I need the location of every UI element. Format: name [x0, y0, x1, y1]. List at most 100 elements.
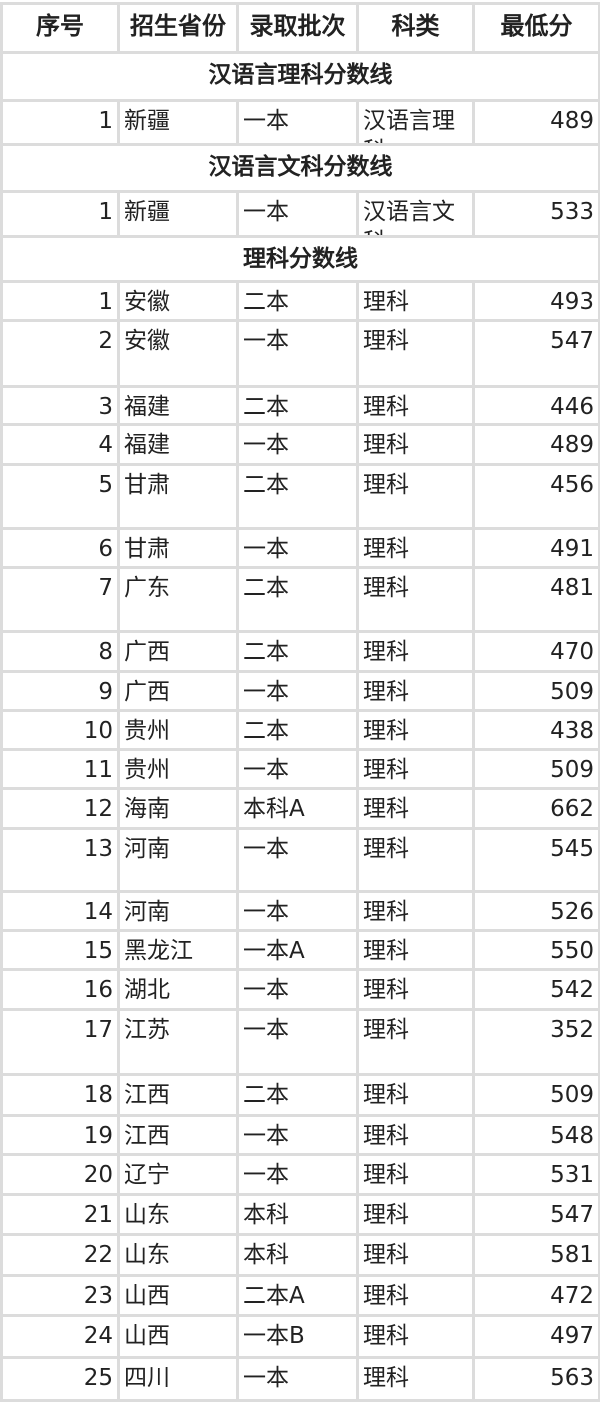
province-cell[interactable]: 江西: [117, 1073, 239, 1117]
batch-cell[interactable]: 二本: [236, 280, 359, 322]
header-batch[interactable]: 录取批次: [236, 2, 359, 54]
batch-cell[interactable]: 二本A: [236, 1274, 359, 1317]
batch-cell[interactable]: 一本: [236, 670, 359, 712]
min-score-cell[interactable]: 352: [472, 1008, 600, 1076]
province-cell[interactable]: 河南: [117, 827, 239, 893]
province-cell[interactable]: 福建: [117, 385, 239, 426]
index-cell[interactable]: 4: [0, 423, 120, 466]
batch-cell[interactable]: 一本: [236, 1008, 359, 1076]
category-cell[interactable]: 理科: [356, 630, 475, 673]
min-score-cell[interactable]: 509: [472, 670, 600, 712]
batch-cell[interactable]: 二本: [236, 709, 359, 751]
province-cell[interactable]: 山西: [117, 1274, 239, 1317]
min-score-cell[interactable]: 497: [472, 1314, 600, 1359]
min-score-cell[interactable]: 547: [472, 319, 600, 388]
province-cell[interactable]: 河南: [117, 890, 239, 932]
index-cell[interactable]: 2: [0, 319, 120, 388]
index-cell[interactable]: 19: [0, 1114, 120, 1156]
province-cell[interactable]: 山西: [117, 1314, 239, 1359]
batch-cell[interactable]: 二本: [236, 385, 359, 426]
category-cell[interactable]: 理科: [356, 890, 475, 932]
batch-cell[interactable]: 一本: [236, 1114, 359, 1156]
min-score-cell[interactable]: 491: [472, 527, 600, 569]
province-cell[interactable]: 甘肃: [117, 527, 239, 569]
index-cell[interactable]: 11: [0, 748, 120, 790]
min-score-cell[interactable]: 489: [472, 423, 600, 466]
min-score-cell[interactable]: 509: [472, 748, 600, 790]
min-score-cell[interactable]: 542: [472, 968, 600, 1011]
batch-cell[interactable]: 二本: [236, 1073, 359, 1117]
min-score-cell[interactable]: 547: [472, 1193, 600, 1236]
index-cell[interactable]: 3: [0, 385, 120, 426]
min-score-cell[interactable]: 545: [472, 827, 600, 893]
province-cell[interactable]: 海南: [117, 787, 239, 830]
section-title[interactable]: 理科分数线: [0, 235, 600, 283]
province-cell[interactable]: 山东: [117, 1233, 239, 1277]
index-cell[interactable]: 17: [0, 1008, 120, 1076]
province-cell[interactable]: 江苏: [117, 1008, 239, 1076]
min-score-cell[interactable]: 489: [472, 99, 600, 146]
batch-cell[interactable]: 二本: [236, 566, 359, 633]
index-cell[interactable]: 9: [0, 670, 120, 712]
index-cell[interactable]: 7: [0, 566, 120, 633]
min-score-cell[interactable]: 581: [472, 1233, 600, 1277]
category-cell[interactable]: 理科: [356, 1008, 475, 1076]
section-title[interactable]: 汉语言文科分数线: [0, 143, 600, 193]
province-cell[interactable]: 辽宁: [117, 1153, 239, 1196]
index-cell[interactable]: 1: [0, 280, 120, 322]
batch-cell[interactable]: 一本: [236, 1356, 359, 1402]
index-cell[interactable]: 22: [0, 1233, 120, 1277]
category-cell[interactable]: 理科: [356, 670, 475, 712]
category-cell[interactable]: 理科: [356, 748, 475, 790]
min-score-cell[interactable]: 531: [472, 1153, 600, 1196]
category-cell[interactable]: 汉语言理科: [356, 99, 475, 146]
category-cell[interactable]: 理科: [356, 385, 475, 426]
batch-cell[interactable]: 一本: [236, 99, 359, 146]
category-cell[interactable]: 汉语言文科: [356, 190, 475, 238]
category-cell[interactable]: 理科: [356, 1073, 475, 1117]
category-cell[interactable]: 理科: [356, 709, 475, 751]
batch-cell[interactable]: 本科A: [236, 787, 359, 830]
index-cell[interactable]: 25: [0, 1356, 120, 1402]
min-score-cell[interactable]: 472: [472, 1274, 600, 1317]
min-score-cell[interactable]: 548: [472, 1114, 600, 1156]
index-cell[interactable]: 20: [0, 1153, 120, 1196]
province-cell[interactable]: 湖北: [117, 968, 239, 1011]
min-score-cell[interactable]: 481: [472, 566, 600, 633]
batch-cell[interactable]: 二本: [236, 463, 359, 530]
header-index[interactable]: 序号: [0, 2, 120, 54]
index-cell[interactable]: 1: [0, 99, 120, 146]
index-cell[interactable]: 13: [0, 827, 120, 893]
category-cell[interactable]: 理科: [356, 1314, 475, 1359]
category-cell[interactable]: 理科: [356, 929, 475, 971]
min-score-cell[interactable]: 526: [472, 890, 600, 932]
batch-cell[interactable]: 一本B: [236, 1314, 359, 1359]
batch-cell[interactable]: 一本: [236, 423, 359, 466]
batch-cell[interactable]: 一本: [236, 890, 359, 932]
index-cell[interactable]: 24: [0, 1314, 120, 1359]
index-cell[interactable]: 21: [0, 1193, 120, 1236]
province-cell[interactable]: 山东: [117, 1193, 239, 1236]
batch-cell[interactable]: 一本A: [236, 929, 359, 971]
category-cell[interactable]: 理科: [356, 1233, 475, 1277]
province-cell[interactable]: 安徽: [117, 280, 239, 322]
header-min-score[interactable]: 最低分: [472, 2, 600, 54]
category-cell[interactable]: 理科: [356, 1153, 475, 1196]
batch-cell[interactable]: 一本: [236, 827, 359, 893]
min-score-cell[interactable]: 550: [472, 929, 600, 971]
index-cell[interactable]: 10: [0, 709, 120, 751]
min-score-cell[interactable]: 470: [472, 630, 600, 673]
batch-cell[interactable]: 二本: [236, 630, 359, 673]
index-cell[interactable]: 16: [0, 968, 120, 1011]
province-cell[interactable]: 江西: [117, 1114, 239, 1156]
province-cell[interactable]: 广西: [117, 670, 239, 712]
category-cell[interactable]: 理科: [356, 1356, 475, 1402]
batch-cell[interactable]: 一本: [236, 968, 359, 1011]
index-cell[interactable]: 5: [0, 463, 120, 530]
min-score-cell[interactable]: 456: [472, 463, 600, 530]
category-cell[interactable]: 理科: [356, 566, 475, 633]
province-cell[interactable]: 广西: [117, 630, 239, 673]
min-score-cell[interactable]: 662: [472, 787, 600, 830]
province-cell[interactable]: 甘肃: [117, 463, 239, 530]
category-cell[interactable]: 理科: [356, 1274, 475, 1317]
